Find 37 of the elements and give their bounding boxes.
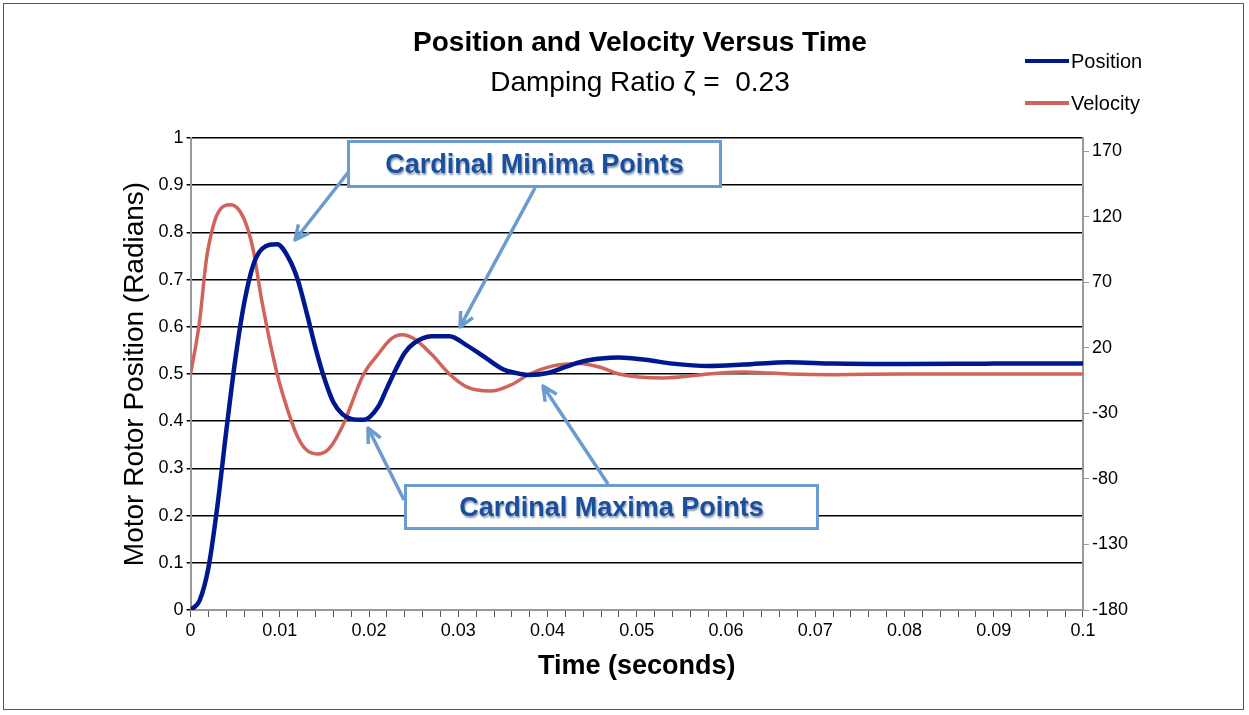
x-tick-label: 0.07 — [797, 619, 833, 640]
y-tick-label: 0 — [173, 598, 184, 619]
y-tick-label: 0.9 — [158, 174, 184, 195]
y-tick-label: 0.2 — [158, 504, 184, 525]
y-tick-label: 0.1 — [158, 551, 184, 572]
x-tick-label: 0.08 — [886, 619, 923, 640]
chart-subtitle: Damping Ratio ζ = 0.23 — [489, 66, 791, 98]
y-tick-label: 0.6 — [158, 315, 184, 336]
x-tick-label: 0.01 — [262, 619, 298, 640]
y2-tick-label: 20 — [1091, 336, 1112, 357]
y2-tick-label: -80 — [1091, 467, 1118, 488]
y2-tick-label: 70 — [1091, 271, 1112, 292]
legend-label: Velocity — [1071, 91, 1140, 115]
y-tick-label: 1 — [173, 126, 184, 147]
y-tick-label: 0.8 — [158, 221, 184, 242]
x-tick-label: 0.06 — [708, 619, 744, 640]
y2-tick-label: -180 — [1091, 598, 1128, 619]
y2-tick-label: -30 — [1091, 402, 1118, 423]
y-tick-label: 0.7 — [158, 268, 184, 289]
y-tick-label: 0.3 — [158, 457, 184, 478]
x-tick-label: 0.05 — [619, 619, 655, 640]
y2-tick-label: 170 — [1091, 140, 1123, 161]
legend-label: Position — [1071, 49, 1143, 73]
chart-title: Position and Velocity Versus Time — [412, 26, 868, 58]
x-tick-label: 0.1 — [1070, 619, 1096, 640]
callout-box: Cardinal Minima Points — [347, 140, 722, 188]
x-tick-label: 0.02 — [351, 619, 387, 640]
y2-tick-label: -130 — [1091, 533, 1128, 554]
callout-box: Cardinal Maxima Points — [404, 484, 819, 530]
y-tick-label: 0.4 — [158, 410, 184, 431]
x-tick-label: 0.04 — [530, 619, 566, 640]
y2-tick-label: 120 — [1091, 205, 1123, 226]
x-tick-label: 0.09 — [976, 619, 1012, 640]
y-tick-label: 0.5 — [158, 362, 184, 383]
x-axis-title: Time (seconds) — [538, 650, 736, 681]
x-tick-label: 0.03 — [440, 619, 476, 640]
y-axis-title: Motor Rotor Position (Radians) — [117, 181, 149, 567]
